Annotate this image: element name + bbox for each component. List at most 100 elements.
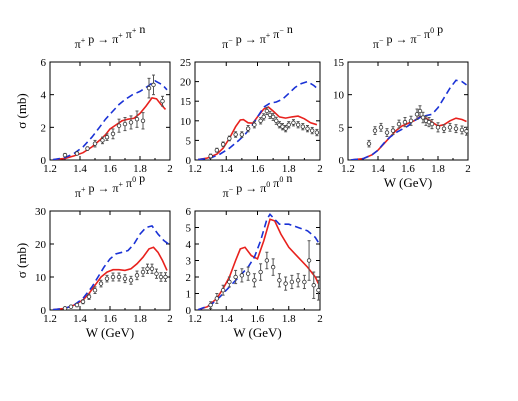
data-point [214,296,220,301]
solid-curve [197,218,320,310]
x-tick-label: 1.2 [188,163,202,175]
plot-area [52,224,169,310]
y-tick-label: 25 [180,57,192,69]
data-point [158,274,164,280]
data-point [429,121,435,127]
title-text: n [283,171,292,185]
data-point [306,258,312,263]
data-point [104,134,110,140]
y-tick-label: 5 [339,122,345,134]
title-superscript: − [379,36,384,45]
title-superscript: 0 [279,175,283,184]
x-tick-label: 2 [167,163,173,175]
data-point [110,274,116,280]
plot-frame [347,61,469,161]
data-point [98,281,104,286]
data-point [314,130,320,135]
data-point [420,115,426,120]
data-point [239,273,245,278]
x-tick-label: 2 [317,163,323,175]
y-tick-label: 20 [35,239,47,251]
title-superscript: + [132,26,137,35]
data-point [289,279,295,285]
data-point [134,273,140,278]
data-point [151,82,156,88]
data-point [233,132,238,137]
plot-area [197,212,320,310]
title-text: π [270,176,279,190]
plot-area [52,74,168,160]
y-tick-label: 2 [186,272,192,284]
panel-title: π− p → π− π0 p [373,22,443,51]
title-superscript: 0 [430,26,434,35]
data-point [227,136,232,141]
x-tick-label: 1.4 [73,163,87,175]
title-superscript: + [266,31,271,40]
data-point [258,269,263,275]
title-superscript: + [81,185,86,194]
y-tick-label: 6 [41,57,47,69]
y-tick-label: 15 [180,96,192,108]
dashed-curve [197,80,319,160]
plot-area [197,80,320,160]
plot-frame [49,61,171,161]
data-point [402,119,408,125]
title-text: π [270,27,279,41]
title-text: π [373,37,379,51]
y-tick-label: 0 [186,155,192,167]
title-superscript: + [119,180,124,189]
x-tick-label: 1.6 [103,163,117,175]
data-point [441,126,447,131]
data-point [267,112,273,118]
y-tick-label: 4 [41,90,47,102]
data-point [447,125,453,130]
x-tick-label: 1.6 [251,163,265,175]
plot-frame [194,61,321,161]
panel-title: π− p → π+ π− n [222,22,293,51]
data-point [366,141,372,146]
title-text: π [421,27,430,41]
data-point [86,294,92,299]
data-point [149,266,155,271]
y-tick-label: 0 [186,305,192,317]
title-superscript: − [228,36,233,45]
title-text: p → π [233,32,266,46]
x-tick-label: 1.2 [43,163,57,175]
y-tick-label: 30 [35,206,47,218]
title-superscript: 0 [132,175,136,184]
title-text: p → π [85,181,118,195]
data-point [316,288,320,293]
title-text: π [75,37,81,51]
x-tick-label: 1.2 [188,313,202,325]
data-point [128,278,134,283]
x-tick-label: 1.4 [73,313,87,325]
dashed-curve [52,79,168,160]
data-point [311,283,316,288]
y-tick-label: 10 [333,90,345,102]
data-point [208,153,213,159]
data-point [390,128,396,133]
data-point [295,278,301,283]
data-point [264,108,270,114]
data-point [104,276,110,281]
data-point [459,127,465,133]
y-tick-label: 0 [339,155,345,167]
data-point [384,130,390,135]
data-point [291,120,296,125]
y-tick-label: 10 [35,272,47,284]
data-point [220,288,226,293]
data-point [464,129,468,134]
title-text: p [434,22,443,36]
data-point [414,112,420,117]
data-point [305,126,310,131]
y-tick-label: 2 [41,122,47,134]
data-point [252,278,257,283]
data-point [453,126,459,131]
data-point [220,142,226,147]
title-text: π [222,37,228,51]
data-point [74,151,80,156]
x-tick-label: 1.6 [251,313,265,325]
data-point [309,128,315,133]
data-point [283,126,288,131]
